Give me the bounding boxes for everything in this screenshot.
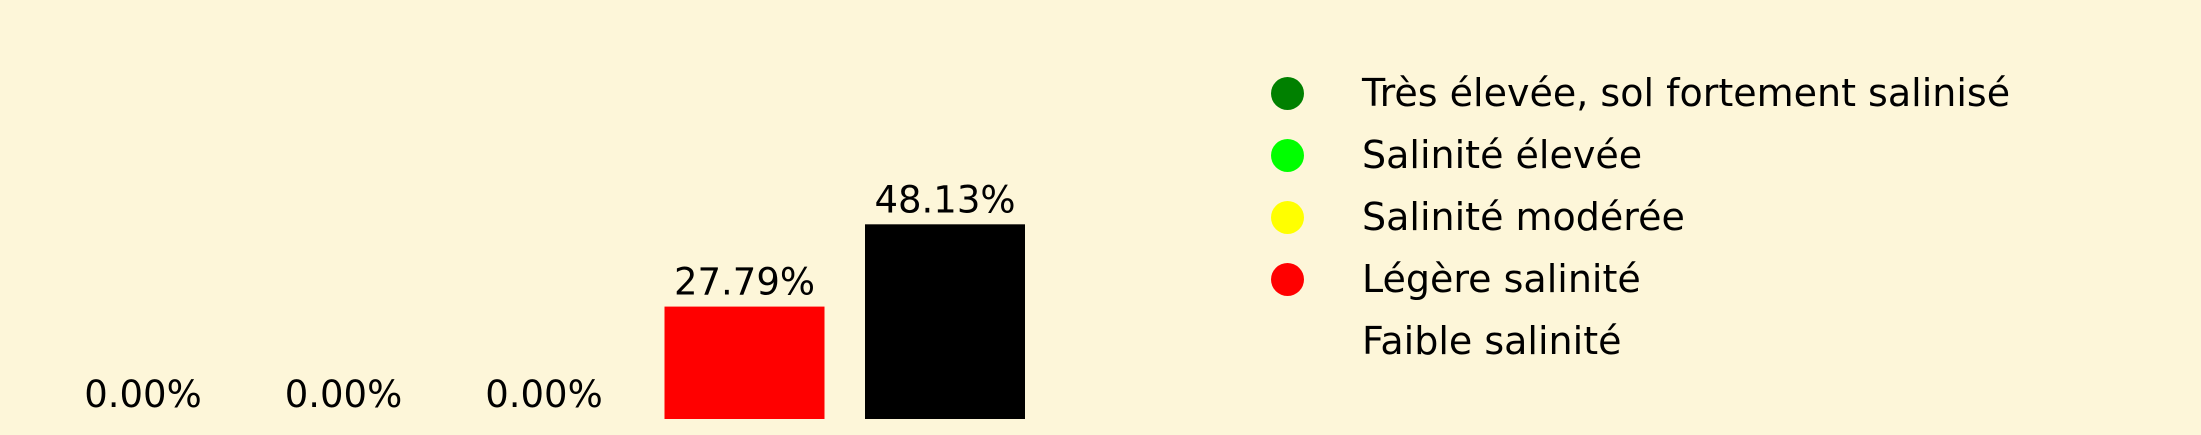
legend-marker-icon [1271,262,1304,296]
data-label-2: 0.00% [485,373,603,416]
data-label-3: 27.79% [674,261,815,304]
legend-label: Salinité modérée [1362,195,1685,239]
legend-item-0: Très élevée, sol fortement salinisé [1255,62,2010,124]
data-label-1: 0.00% [285,373,403,416]
legend-marker-icon [1271,200,1304,234]
data-label-0: 0.00% [84,373,202,416]
legend: Très élevée, sol fortement salinisé Sali… [1255,62,2010,372]
legend-marker-icon [1271,325,1304,358]
bar-3 [664,306,825,419]
legend-item-4: Faible salinité [1255,310,2010,372]
legend-label: Très élevée, sol fortement salinisé [1362,71,2011,115]
bar-4 [865,224,1025,419]
legend-item-3: Légère salinité [1255,248,2010,310]
legend-item-1: Salinité élevée [1255,124,2010,186]
legend-label: Salinité élevée [1362,133,1643,177]
legend-label: Faible salinité [1362,319,1622,363]
legend-label: Légère salinité [1362,257,1641,301]
legend-item-2: Salinité modérée [1255,186,2010,248]
legend-marker-icon [1271,138,1304,172]
data-label-4: 48.13% [874,178,1015,221]
legend-marker-icon [1271,76,1304,110]
